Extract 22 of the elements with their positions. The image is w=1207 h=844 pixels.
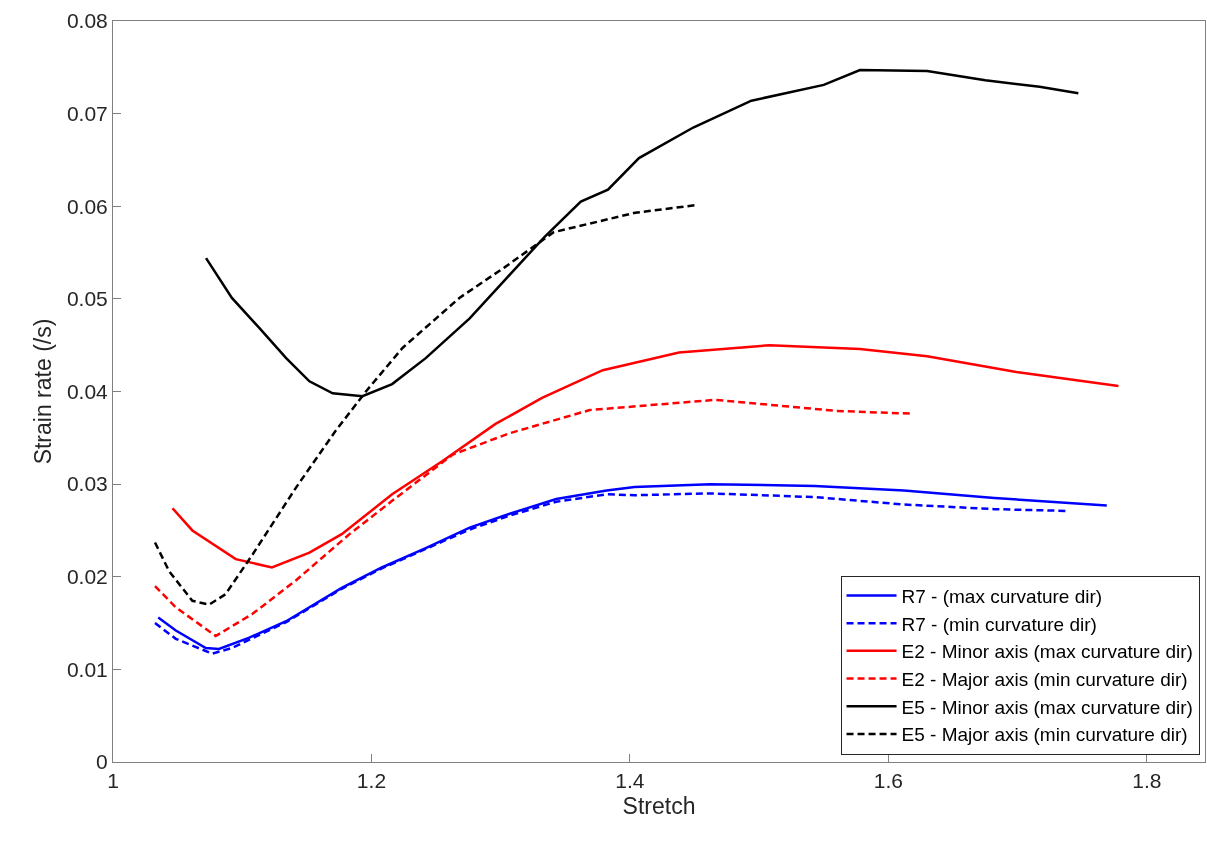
legend-label: E2 - Minor axis (max curvature dir) <box>901 641 1193 663</box>
x-tick-label: 1.6 <box>873 769 903 793</box>
y-tick-label: 0.01 <box>66 657 108 681</box>
legend-label: R7 - (max curvature dir) <box>901 585 1103 607</box>
legend-label: R7 - (min curvature dir) <box>901 613 1097 635</box>
y-tick-label: 0.07 <box>66 101 108 125</box>
y-axis-title: Strain rate (/s) <box>30 318 57 465</box>
x-tick-label: 1 <box>107 769 119 793</box>
y-tick-label: 0.05 <box>66 287 108 311</box>
y-tick-label: 0.02 <box>66 565 108 589</box>
x-tick-label: 1.4 <box>615 769 645 793</box>
y-tick-label: 0.03 <box>66 472 108 496</box>
x-tick-label: 1.2 <box>356 769 387 793</box>
legend-label: E5 - Major axis (min curvature dir) <box>901 724 1188 746</box>
y-tick-label: 0.04 <box>66 379 109 403</box>
y-tick-label: 0.08 <box>66 9 108 33</box>
y-tick-label: 0.06 <box>66 194 108 218</box>
legend-label: E2 - Major axis (min curvature dir) <box>901 668 1188 690</box>
y-tick-label: 0 <box>96 750 108 774</box>
legend-label: E5 - Minor axis (max curvature dir) <box>901 696 1193 718</box>
x-axis-title: Stretch <box>622 792 696 819</box>
x-tick-label: 1.8 <box>1132 769 1162 793</box>
